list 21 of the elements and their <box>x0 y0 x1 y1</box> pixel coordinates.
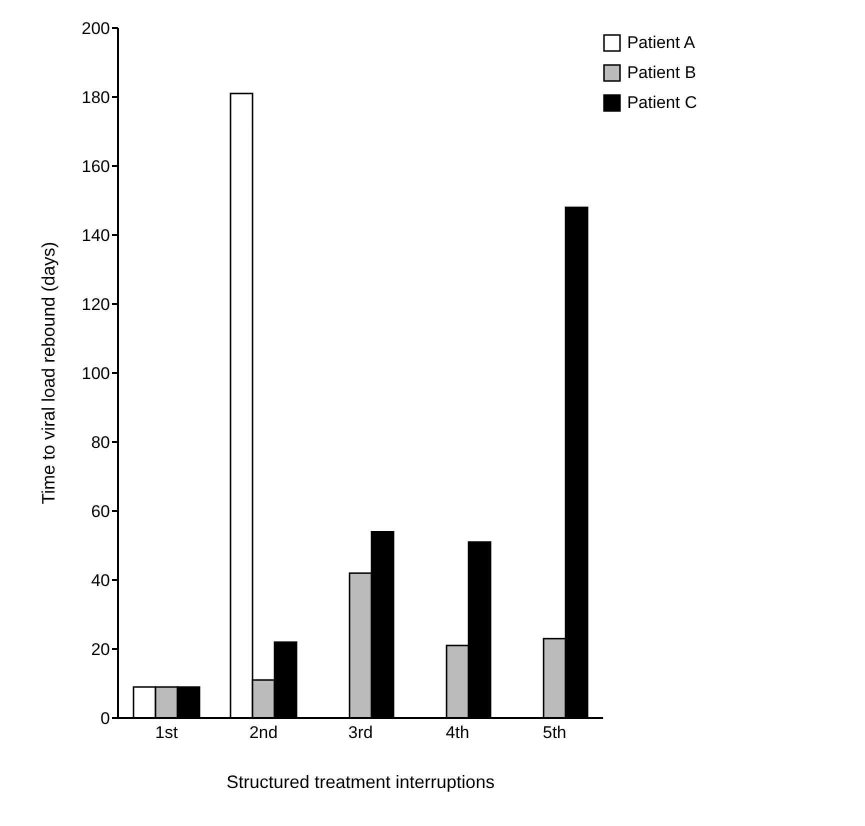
y-tick-label: 120 <box>82 295 110 314</box>
y-tick-label: 200 <box>82 19 110 38</box>
y-tick-label: 140 <box>82 226 110 246</box>
x-tick-label: 1st <box>155 723 178 742</box>
y-tick-label: 40 <box>91 571 110 590</box>
y-tick-label: 180 <box>82 88 110 108</box>
y-tick-label: 80 <box>91 433 110 452</box>
y-axis-title: Time to viral load rebound (days) <box>38 242 58 504</box>
legend-label: Patient B <box>627 62 696 84</box>
y-tick-label: 60 <box>91 502 110 522</box>
y-tick-label: 20 <box>91 640 110 660</box>
x-tick-label: 4th <box>446 723 470 742</box>
y-tick-label: 100 <box>82 364 110 384</box>
y-tick-label: 0 <box>100 709 110 728</box>
x-tick-label: 5th <box>542 723 566 742</box>
x-tick-label: 2nd <box>249 723 278 742</box>
x-axis-title: Structured treatment interruptions <box>226 772 495 792</box>
legend-label: Patient A <box>627 32 696 54</box>
y-tick-label: 160 <box>82 157 110 176</box>
legend-label: Patient C <box>627 92 697 114</box>
x-tick-label: 3rd <box>348 723 373 742</box>
